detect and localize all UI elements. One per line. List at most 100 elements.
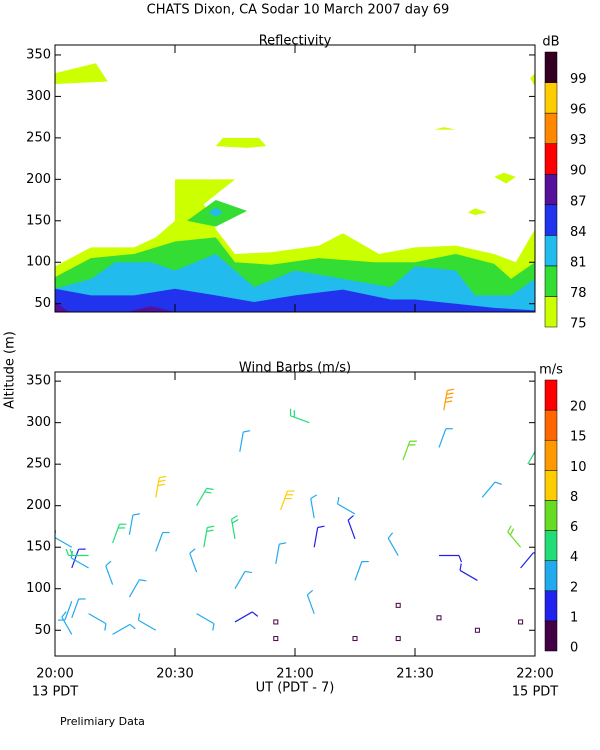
wind-barb: [347, 515, 356, 540]
y-tick-label: 350: [26, 374, 51, 389]
wind-barb: [306, 589, 315, 614]
wind-barb: [70, 550, 89, 569]
wind-barb: [128, 579, 147, 598]
wind-barb: [387, 532, 399, 556]
wind-barb: [57, 600, 73, 621]
wind-barb: [459, 563, 478, 581]
y-tick-label: 350: [26, 47, 51, 62]
wind-barb: [230, 515, 239, 540]
figure-title: CHATS Dixon, CA Sodar 10 March 2007 day …: [147, 3, 450, 18]
wind-barb: [507, 525, 522, 548]
wind-barb: [112, 523, 127, 544]
wind-barb: [527, 450, 535, 465]
wind-barb: [402, 440, 417, 461]
colorbar-band: [544, 590, 558, 622]
colorbar-label: 84: [570, 225, 587, 240]
colorbar-band: [544, 112, 558, 144]
colorbar-band: [544, 379, 558, 411]
y-tick-label: 200: [26, 498, 51, 513]
wind-barb: [337, 496, 356, 515]
calm-marker: [436, 615, 442, 621]
wind-barb: [289, 408, 310, 424]
wind-barb: [112, 623, 136, 635]
y-tick-label: 250: [26, 130, 51, 145]
colorbar-label: 90: [570, 164, 587, 179]
wind-barb: [354, 560, 369, 581]
x-tick-label: 20:30: [156, 667, 193, 682]
calm-marker: [474, 627, 480, 633]
colorbar-band: [544, 143, 558, 175]
colorbar-band: [544, 530, 558, 561]
reflectivity-region: [55, 302, 70, 312]
colorbar-unit: m/s: [539, 363, 563, 378]
wind-barb: [310, 494, 318, 519]
wind-barb: [439, 554, 463, 563]
end-label: 15 PDT: [512, 685, 559, 700]
reflectivity-region: [467, 208, 487, 215]
wind-barb: [438, 428, 453, 448]
wind-barb: [196, 613, 215, 631]
reflectivity-region: [530, 73, 535, 87]
colorbar-label: 2: [570, 580, 578, 595]
start-label: 13 PDT: [32, 685, 79, 700]
wind-barb: [71, 548, 86, 569]
wind-barb: [88, 613, 107, 631]
reflectivity-region: [434, 127, 456, 130]
colorbar-band: [544, 560, 558, 592]
wind-barb: [481, 481, 502, 498]
colorbar-label: 8: [570, 490, 578, 505]
calm-marker: [273, 619, 279, 625]
colorbar-label: 0: [570, 641, 578, 656]
wind-barb: [313, 525, 325, 548]
colorbar-label: 20: [570, 400, 587, 415]
reflectivity-region: [208, 207, 223, 217]
y-tick-label: 50: [34, 623, 51, 638]
colorbar-band: [544, 51, 558, 83]
y-tick-label: 300: [26, 89, 51, 104]
colorbar-unit: dB: [542, 35, 559, 50]
colorbar-label: 78: [570, 286, 587, 301]
x-axis-label: UT (PDT - 7): [256, 681, 335, 696]
colorbar-label: 1: [570, 610, 578, 625]
wind-barb: [234, 570, 253, 590]
y-tick-label: 100: [26, 581, 51, 596]
reflectivity-region: [215, 137, 267, 148]
colorbar-band: [544, 235, 558, 267]
colorbar-band: [544, 409, 558, 441]
plot-area: [55, 63, 535, 312]
colorbar-label: 99: [570, 72, 587, 87]
wind-barb: [128, 513, 140, 535]
colorbar-label: 4: [570, 550, 578, 565]
colorbar-label: 87: [570, 194, 587, 209]
wind-barb: [137, 613, 157, 631]
colorbar-band: [544, 82, 558, 114]
calm-marker: [518, 619, 524, 625]
wind-barb: [234, 611, 259, 623]
colorbar-label: 75: [570, 317, 587, 332]
note: Prelimiary Data: [60, 715, 145, 728]
wind-barb: [65, 548, 89, 557]
colorbar-label: 96: [570, 103, 587, 118]
wind-barb: [443, 388, 455, 411]
x-tick-label: 20:00: [36, 667, 73, 682]
wind-barb: [155, 531, 170, 552]
colorbar-label: 81: [570, 255, 587, 270]
colorbar-label: 15: [570, 430, 587, 445]
wind-barb: [155, 475, 167, 498]
colorbar-label: 6: [570, 520, 578, 535]
reflectivity-region: [494, 172, 516, 184]
colorbar-band: [544, 439, 558, 471]
plot-area: [55, 388, 535, 642]
calm-marker: [395, 602, 401, 608]
wind-barb: [520, 552, 535, 569]
wind-barb: [275, 542, 287, 564]
reflectivity-region: [127, 306, 175, 312]
y-tick-label: 250: [26, 457, 51, 472]
y-tick-label: 200: [26, 172, 51, 187]
x-tick-label: 21:00: [276, 667, 313, 682]
wind-barb: [55, 530, 73, 548]
wind-barb: [203, 525, 215, 548]
y-axis-label: Altitude (m): [3, 331, 18, 409]
colorbar-label: 10: [570, 460, 587, 475]
